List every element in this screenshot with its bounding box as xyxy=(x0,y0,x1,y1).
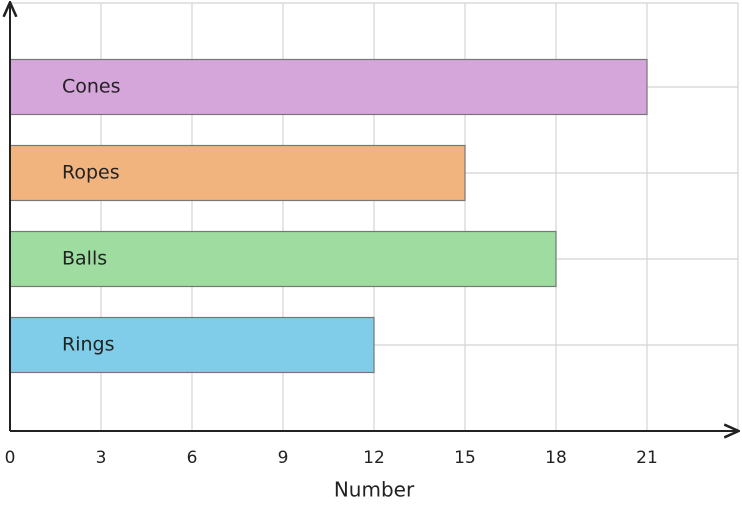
x-tick-label: 6 xyxy=(187,448,198,468)
x-tick-label: 12 xyxy=(363,448,385,468)
bar-label: Ropes xyxy=(62,162,120,184)
x-tick-label: 21 xyxy=(636,448,658,468)
x-tick-label: 9 xyxy=(278,448,289,468)
x-tick-label: 15 xyxy=(454,448,476,468)
bar-label: Balls xyxy=(62,248,107,270)
bar-label: Rings xyxy=(62,334,114,356)
x-tick-label: 18 xyxy=(545,448,567,468)
bar xyxy=(9,58,648,116)
x-axis-label: Number xyxy=(334,478,415,502)
bar-label: Cones xyxy=(62,76,121,98)
x-tick-label: 0 xyxy=(5,448,16,468)
bar xyxy=(9,144,466,202)
bar xyxy=(9,316,375,374)
x-tick-label: 3 xyxy=(96,448,107,468)
bar xyxy=(9,230,557,288)
